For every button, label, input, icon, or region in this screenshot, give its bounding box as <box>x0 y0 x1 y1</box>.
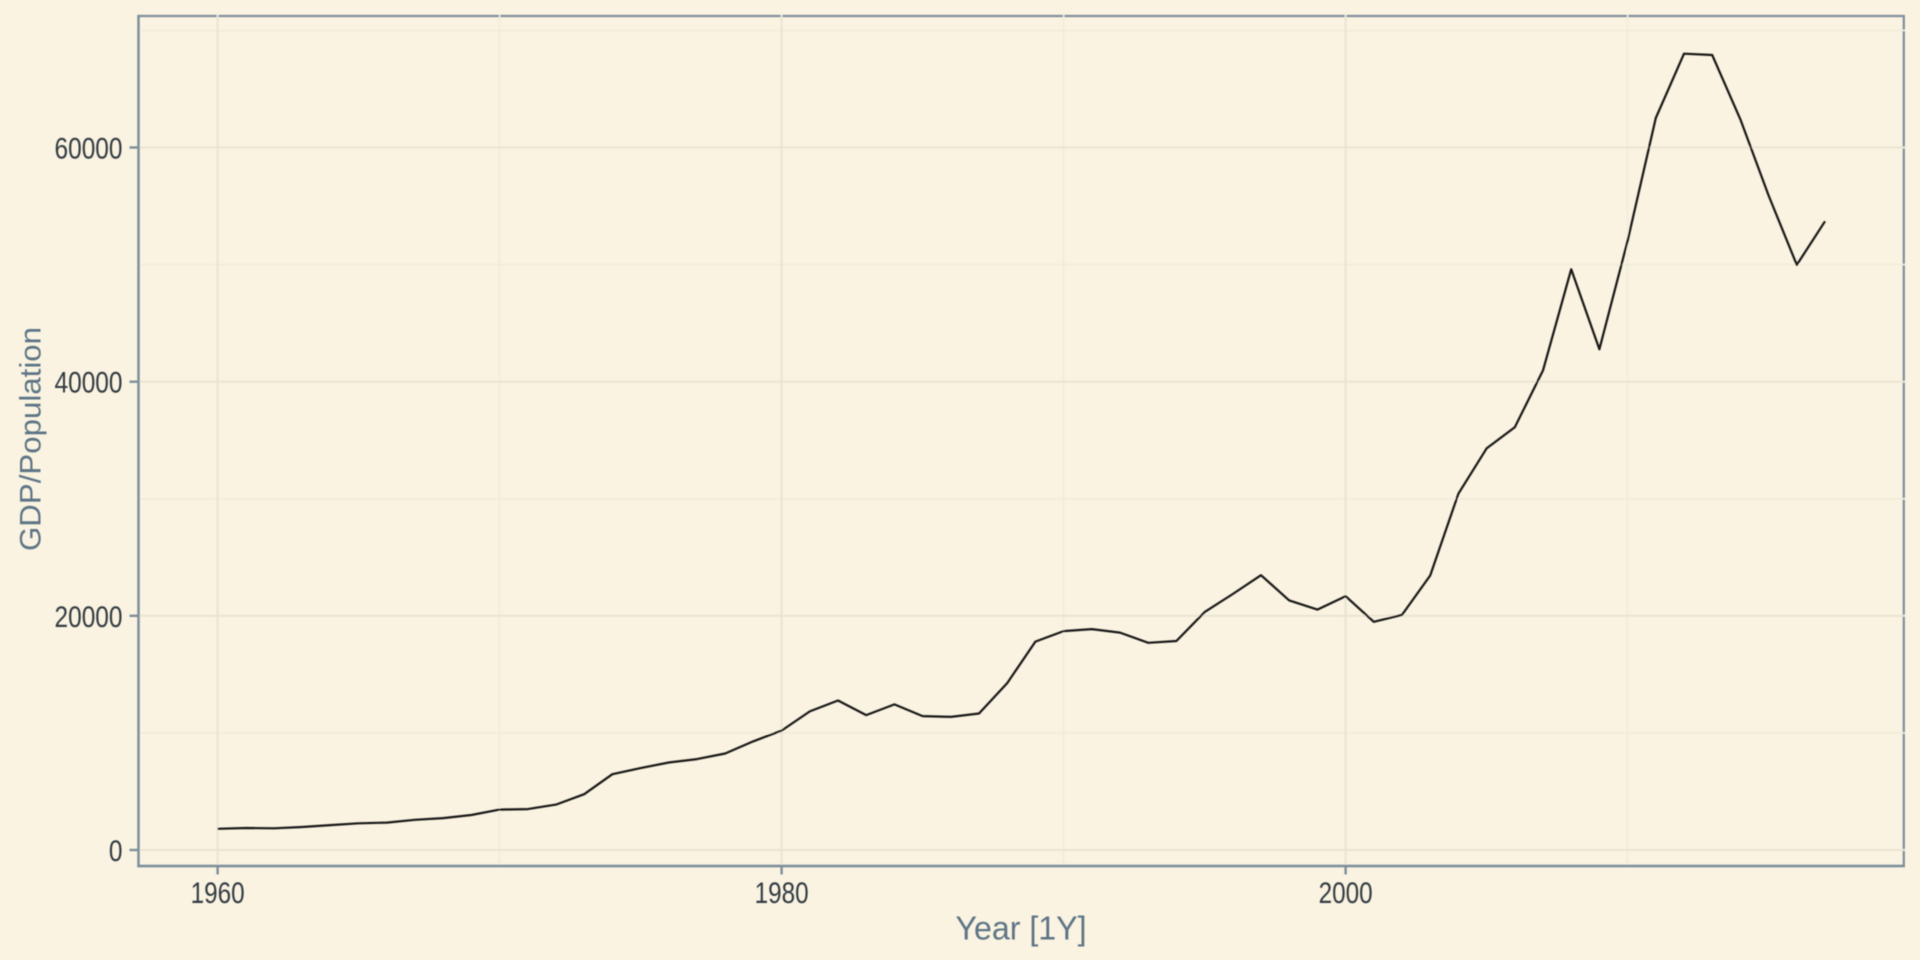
svg-text:60000: 60000 <box>55 133 123 166</box>
svg-text:40000: 40000 <box>55 367 123 400</box>
svg-text:1960: 1960 <box>191 877 245 910</box>
svg-text:Year [1Y]: Year [1Y] <box>956 910 1087 947</box>
svg-text:0: 0 <box>109 835 123 868</box>
svg-text:GDP/Population: GDP/Population <box>15 327 48 551</box>
svg-text:20000: 20000 <box>55 601 123 634</box>
svg-text:2000: 2000 <box>1319 877 1373 910</box>
svg-text:1980: 1980 <box>755 877 809 910</box>
